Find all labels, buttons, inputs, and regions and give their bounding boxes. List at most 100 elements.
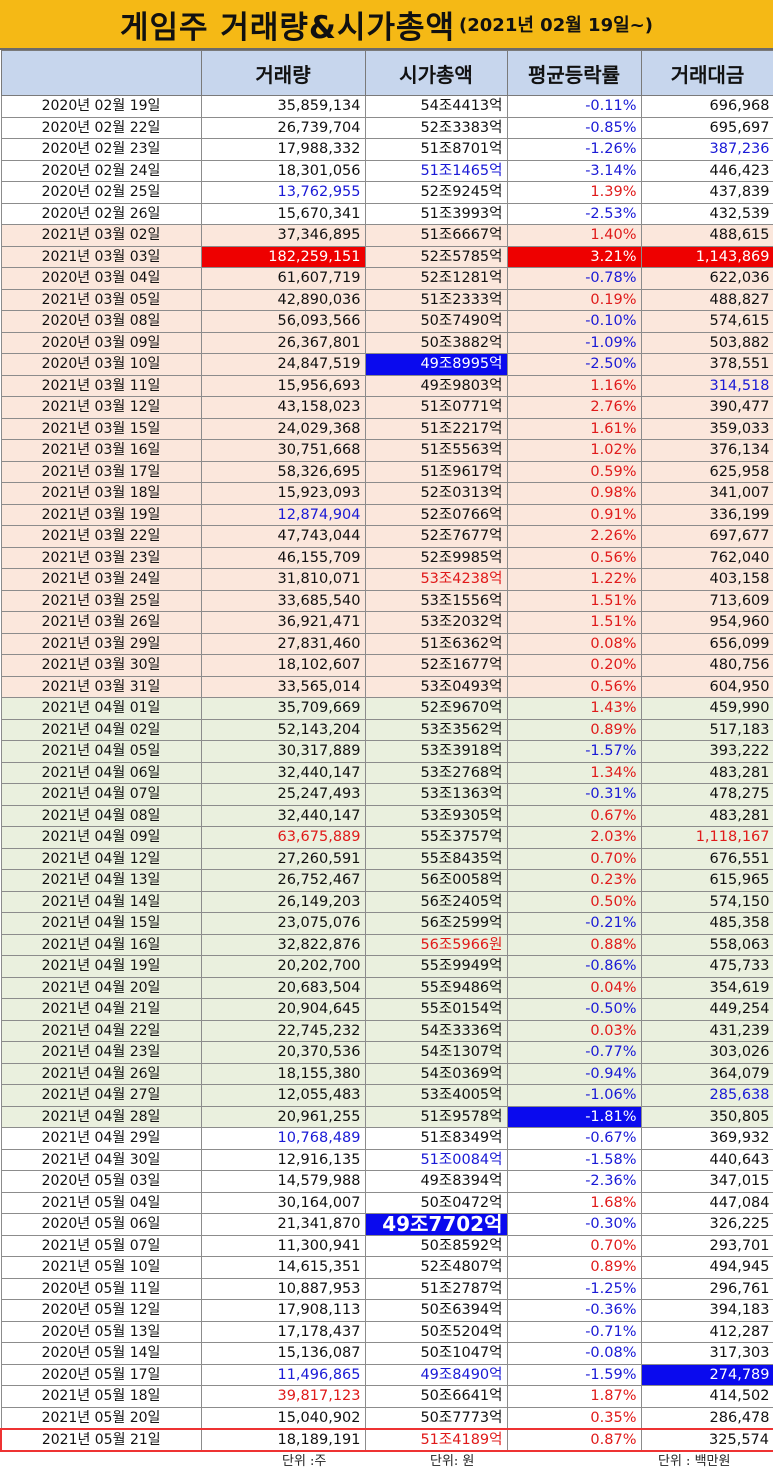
table-row: 2021년 04월 19일 20,202,700 55조9949억 -0.86% 475… [0, 955, 773, 978]
cell-trade-amount: 326,225 [640, 1213, 773, 1236]
cell-market-cap: 55조3757억 [364, 826, 508, 849]
cell-avg-change: 2.76% [506, 396, 642, 419]
cell-avg-change: -0.71% [506, 1320, 642, 1343]
cell-date: 2021년 03월 29일 [0, 632, 202, 655]
cell-market-cap: 52조1677억 [364, 654, 508, 677]
cell-trade-amount: 494,945 [640, 1256, 773, 1279]
cell-market-cap: 56조2599억 [364, 912, 508, 935]
cell-volume: 20,202,700 [200, 955, 366, 978]
cell-date: 2020년 05월 06일 [0, 1213, 202, 1236]
header-row: 거래량 시가총액 평균등락률 거래대금 [0, 50, 773, 96]
cell-volume: 35,859,134 [200, 95, 366, 118]
cell-avg-change: -2.50% [506, 353, 642, 376]
cell-avg-change: -1.59% [506, 1363, 642, 1386]
cell-market-cap: 51조9578억 [364, 1105, 508, 1128]
cell-trade-amount: 449,254 [640, 998, 773, 1021]
cell-volume: 27,260,591 [200, 847, 366, 870]
cell-date: 2021년 04월 27일 [0, 1084, 202, 1107]
cell-trade-amount: 364,079 [640, 1062, 773, 1085]
cell-date: 2021년 03월 24일 [0, 568, 202, 591]
cell-date: 2021년 04월 07일 [0, 783, 202, 806]
cell-volume: 30,317,889 [200, 740, 366, 763]
cell-volume: 14,579,988 [200, 1170, 366, 1193]
cell-volume: 23,075,076 [200, 912, 366, 935]
cell-date: 2021년 03월 12일 [0, 396, 202, 419]
cell-avg-change: -1.26% [506, 138, 642, 161]
cell-volume: 63,675,889 [200, 826, 366, 849]
table-row: 2020년 03월 09일 26,367,801 50조3882억 -1.09% 503… [0, 331, 773, 354]
cell-volume: 18,102,607 [200, 654, 366, 677]
cell-trade-amount: 574,615 [640, 310, 773, 333]
cell-date: 2021년 04월 12일 [0, 847, 202, 870]
cell-volume: 12,916,135 [200, 1148, 366, 1171]
cell-trade-amount: 517,183 [640, 718, 773, 741]
table-row: 2020년 03월 08일 56,093,566 50조7490억 -0.10% 574… [0, 310, 773, 333]
header-avg-change: 평균등락률 [506, 50, 642, 96]
cell-trade-amount: 394,183 [640, 1299, 773, 1322]
cell-date: 2021년 04월 13일 [0, 869, 202, 892]
cell-trade-amount: 604,950 [640, 675, 773, 698]
cell-market-cap: 49조8490억 [364, 1363, 508, 1386]
cell-market-cap: 53조3918억 [364, 740, 508, 763]
cell-volume: 15,956,693 [200, 374, 366, 397]
cell-market-cap: 52조4807억 [364, 1256, 508, 1279]
cell-market-cap: 53조4005억 [364, 1084, 508, 1107]
cell-market-cap: 49조8995억 [364, 353, 508, 376]
cell-volume: 31,810,071 [200, 568, 366, 591]
cell-avg-change: 2.26% [506, 525, 642, 548]
cell-date: 2020년 02월 19일 [0, 95, 202, 118]
cell-volume: 21,341,870 [200, 1213, 366, 1236]
units-footer: 단위 :주 단위: 원 단위 : 백만원 [0, 1448, 773, 1469]
table-row: 2021년 04월 28일 20,961,255 51조9578억 -1.81% 350… [0, 1105, 773, 1128]
cell-date: 2020년 05월 11일 [0, 1277, 202, 1300]
cell-trade-amount: 437,839 [640, 181, 773, 204]
cell-date: 2021년 04월 01일 [0, 697, 202, 720]
table-row: 2021년 03월 17일 58,326,695 51조9617억 0.59% 625,… [0, 460, 773, 483]
cell-avg-change: -0.31% [506, 783, 642, 806]
cell-date: 2020년 03월 04일 [0, 267, 202, 290]
cell-volume: 24,847,519 [200, 353, 366, 376]
cell-date: 2021년 03월 25일 [0, 589, 202, 612]
cell-volume: 26,149,203 [200, 890, 366, 913]
cell-date: 2021년 03월 19일 [0, 503, 202, 526]
unit-volume: 단위 :주 [282, 1454, 327, 1469]
cell-avg-change: -0.94% [506, 1062, 642, 1085]
table-row: 2021년 04월 16일 32,822,876 56조5966원 0.88% 558,… [0, 933, 773, 956]
cell-trade-amount: 387,236 [640, 138, 773, 161]
cell-volume: 18,189,191 [200, 1427, 366, 1452]
table-row: 2021년 03월 24일 31,810,071 53조4238억 1.22% 403,… [0, 568, 773, 591]
cell-trade-amount: 574,150 [640, 890, 773, 913]
cell-avg-change: -0.77% [506, 1041, 642, 1064]
cell-avg-change: 0.56% [506, 546, 642, 569]
cell-volume: 10,887,953 [200, 1277, 366, 1300]
cell-trade-amount: 303,026 [640, 1041, 773, 1064]
page-title: 게임주 거래량&시가총액 [120, 9, 456, 46]
cell-avg-change: -0.11% [506, 95, 642, 118]
cell-avg-change: 0.70% [506, 1234, 642, 1257]
cell-date: 2021년 04월 06일 [0, 761, 202, 784]
cell-trade-amount: 293,701 [640, 1234, 773, 1257]
cell-date: 2021년 04월 15일 [0, 912, 202, 935]
cell-trade-amount: 447,084 [640, 1191, 773, 1214]
cell-date: 2021년 04월 19일 [0, 955, 202, 978]
cell-market-cap: 54조3336억 [364, 1019, 508, 1042]
table-row: 2020년 03월 10일 24,847,519 49조8995억 -2.50% 378… [0, 353, 773, 376]
cell-trade-amount: 369,932 [640, 1127, 773, 1150]
table-row: 2021년 04월 05일 30,317,889 53조3918억 -1.57% 393… [0, 740, 773, 763]
cell-avg-change: 1.34% [506, 761, 642, 784]
cell-date: 2021년 04월 20일 [0, 976, 202, 999]
table-row: 2020년 05월 14일 15,136,087 50조1047억 -0.08% 317… [0, 1342, 773, 1365]
cell-market-cap: 52조9245억 [364, 181, 508, 204]
cell-trade-amount: 325,574 [640, 1427, 773, 1452]
cell-trade-amount: 475,733 [640, 955, 773, 978]
table-row: 2021년 04월 22일 22,745,232 54조3336억 0.03% 431,… [0, 1019, 773, 1042]
cell-volume: 17,178,437 [200, 1320, 366, 1343]
table-row: 2020년 02월 24일 18,301,056 51조1465억 -3.14% 446… [0, 159, 773, 182]
cell-market-cap: 53조4238억 [364, 568, 508, 591]
table-row: 2021년 04월 14일 26,149,203 56조2405억 0.50% 574,… [0, 890, 773, 913]
cell-avg-change: 3.21% [506, 245, 642, 268]
cell-market-cap: 50조3882억 [364, 331, 508, 354]
cell-market-cap: 53조1556억 [364, 589, 508, 612]
cell-date: 2021년 05월 20일 [0, 1406, 202, 1429]
